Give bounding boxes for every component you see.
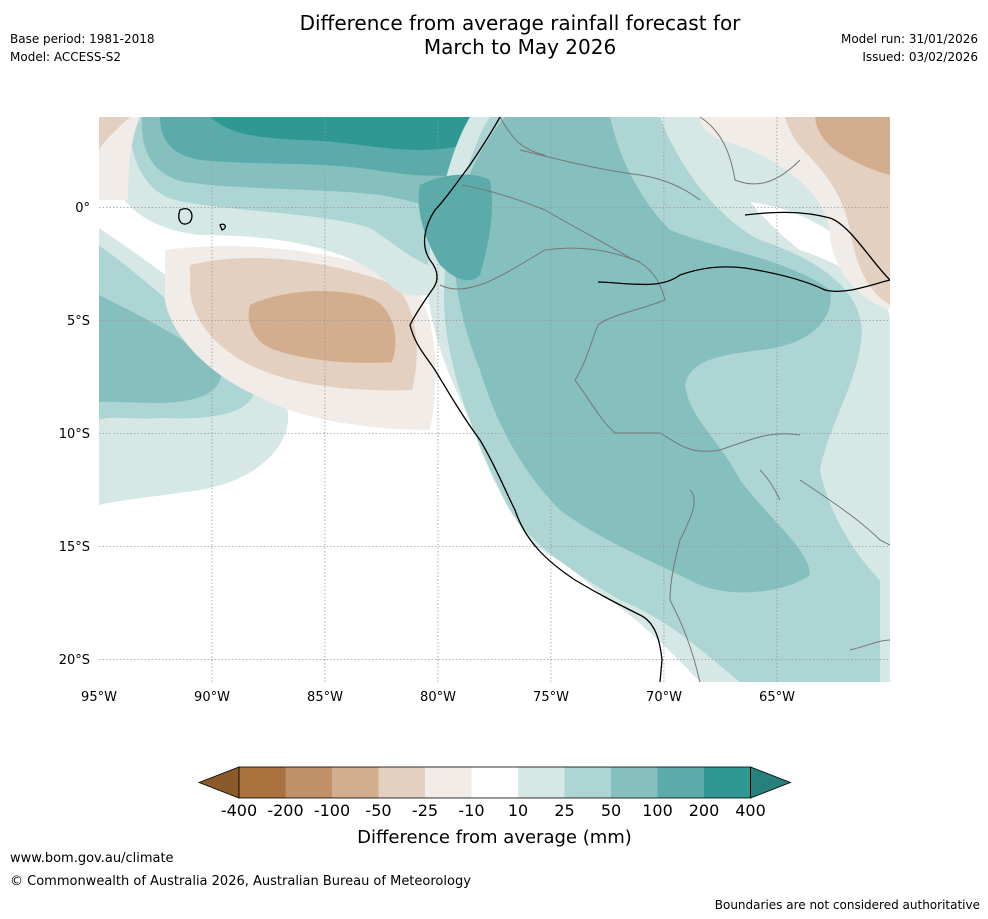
lon-tick-label: 70°W (646, 690, 682, 705)
colorbar-tick-label: -10 (458, 801, 484, 820)
anomaly-contour-north-200 (210, 117, 500, 150)
colorbar-segment (471, 767, 518, 798)
metadata-right: Model run: 31/01/2026 Issued: 03/02/2026 (841, 30, 978, 66)
issued-date: Issued: 03/02/2026 (862, 50, 978, 64)
map-area (99, 117, 890, 682)
anomaly-contour-amazon-100 (453, 117, 831, 593)
colorbar-tick-label: 100 (642, 801, 673, 820)
website-link[interactable]: www.bom.gov.au/climate (10, 851, 174, 866)
lon-tick-label: 90°W (194, 690, 230, 705)
boundary-disclaimer: Boundaries are not considered authoritat… (714, 898, 980, 912)
colorbar-segment (657, 767, 704, 798)
colorbar-frame (238, 766, 751, 799)
anomaly-contour-ne-50 (815, 117, 890, 175)
title-line-2: March to May 2026 (423, 35, 617, 59)
ocean-pacific (99, 430, 660, 682)
lat-tick-label: 15°S (59, 540, 90, 555)
title-line-1: Difference from average rainfall forecas… (299, 11, 741, 35)
lon-tick-label: 80°W (420, 690, 456, 705)
colorbar-segment (425, 767, 472, 798)
colorbar-segment (704, 767, 751, 798)
longitude-axis: 95°W 90°W 85°W 80°W 75°W 70°W 65°W (81, 690, 795, 705)
colorbar-tick-label: 50 (601, 801, 621, 820)
anomaly-contour-dry-50 (248, 290, 396, 363)
model-name: Model: ACCESS-S2 (10, 50, 122, 64)
colorbar-segment (611, 767, 658, 798)
colorbar-tick-label: -50 (365, 801, 391, 820)
lon-tick-label: 65°W (759, 690, 795, 705)
anomaly-contour-nw-10 (99, 117, 140, 200)
lon-tick-label: 95°W (81, 690, 117, 705)
anomaly-contour-ocean-west-50 (99, 295, 222, 403)
coastlines (178, 117, 890, 682)
colorbar-tick-label: -25 (412, 801, 438, 820)
colorbar-segment (378, 767, 425, 798)
lat-tick-label: 20°S (59, 653, 90, 668)
lon-tick-label: 75°W (533, 690, 569, 705)
colorbar-extend-low (197, 766, 240, 799)
colorbar-legend: -400 -200 -100 -50 -25 -10 10 25 50 100 … (197, 766, 792, 848)
colorbar-tick-label: -400 (221, 801, 257, 820)
colorbar-segment (332, 767, 379, 798)
colorbar-tick-label: 200 (689, 801, 720, 820)
colorbar-extend-high (750, 766, 792, 799)
lat-tick-label: 0° (75, 201, 90, 216)
colorbar-tick-label: -100 (314, 801, 350, 820)
colorbar-segment (564, 767, 611, 798)
colorbar-title: Difference from average (mm) (357, 827, 632, 848)
latitude-axis: 0° 5°S 10°S 15°S 20°S (59, 201, 90, 668)
lon-tick-label: 85°W (307, 690, 343, 705)
lat-tick-label: 5°S (67, 314, 90, 329)
colorbar-segment (239, 767, 286, 798)
model-run: Model run: 31/01/2026 (840, 32, 978, 46)
copyright-notice: © Commonwealth of Australia 2026, Austra… (10, 874, 471, 889)
anomaly-contour-amazon-200 (418, 174, 492, 281)
metadata-left: Base period: 1981-2018 Model: ACCESS-S2 (10, 30, 155, 66)
colorbar-segment (285, 767, 332, 798)
map-title: Difference from average rainfall forecas… (200, 11, 840, 59)
lat-tick-label: 10°S (59, 427, 90, 442)
graticule (99, 117, 890, 682)
base-period: Base period: 1981-2018 (10, 32, 155, 46)
anomaly-contour-nw-25 (99, 117, 130, 150)
colorbar-tick-label: 400 (735, 801, 766, 820)
country-borders (439, 117, 890, 682)
colorbar-tick-label: 10 (508, 801, 528, 820)
colorbar-segment (518, 767, 565, 798)
colorbar-tick-label: 25 (554, 801, 574, 820)
colorbar-tick-label: -200 (267, 801, 303, 820)
